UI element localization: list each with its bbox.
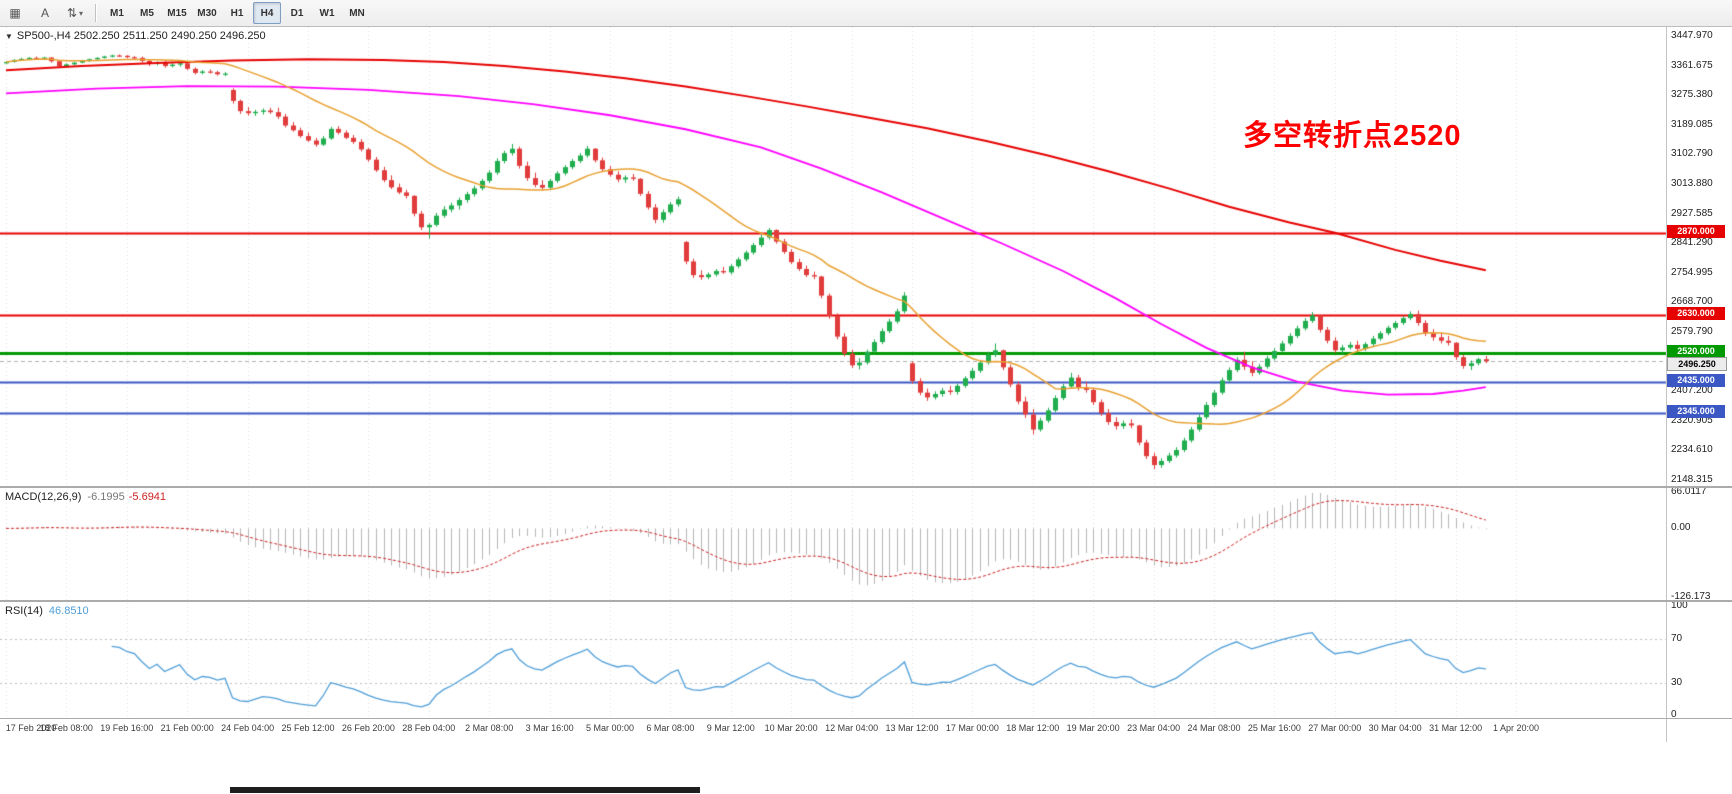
time-axis-label: 31 Mar 12:00 [1429, 723, 1483, 733]
time-axis-label: 17 Feb 2020 [5, 723, 57, 733]
level-price-tag: 2520.000 [1667, 345, 1725, 359]
price-axis-label: 3189.085 [1671, 118, 1713, 130]
level-price-tag: 2870.000 [1667, 225, 1725, 239]
time-axis-label: 9 Mar 12:00 [706, 723, 755, 733]
toolbar-separator [95, 4, 97, 22]
macd-header: MACD(12,26,9) -6.1995 -5.6941 [5, 491, 166, 503]
timeframe-button-w1[interactable]: W1 [319, 7, 335, 19]
price-axis-label: 3361.675 [1671, 59, 1713, 71]
macd-axis-label: 66.0117 [1671, 486, 1707, 497]
panel-separator-rsi[interactable] [0, 600, 1732, 602]
ohlc-values: 2502.250 2511.250 2490.250 2496.250 [73, 30, 266, 42]
rsi-value: 46.8510 [48, 605, 89, 617]
price-axis-label: 2148.315 [1671, 474, 1713, 485]
rsi-axis-label: 100 [1671, 600, 1688, 611]
chart-symbol-header: ▼ SP500-,H4 2502.250 2511.250 2490.250 24… [5, 30, 266, 42]
time-axis-label: 21 Feb 00:00 [160, 723, 214, 733]
time-axis-label: 30 Mar 04:00 [1368, 723, 1422, 733]
timeframe-button-h1[interactable]: H1 [230, 7, 244, 19]
macd-value-signal: -5.6941 [128, 491, 167, 503]
time-axis-label: 18 Feb 08:00 [39, 723, 93, 733]
time-axis-label: 25 Mar 16:00 [1247, 723, 1301, 733]
dropdown-caret-icon[interactable]: ▾ [79, 8, 84, 18]
timeframe-button-m15[interactable]: M15 [167, 7, 187, 19]
time-axis-label: 13 Mar 12:00 [885, 723, 939, 733]
time-axis-label: 24 Mar 08:00 [1187, 723, 1241, 733]
price-axis-label: 3447.970 [1671, 30, 1713, 41]
time-axis-label: 3 Mar 16:00 [525, 723, 574, 733]
price-axis-label: 2407.200 [1671, 385, 1713, 397]
timeframe-button-m1[interactable]: M1 [110, 7, 124, 19]
time-axis-label: 18 Mar 12:00 [1006, 723, 1060, 733]
bottom-window-edge [230, 787, 700, 793]
rsi-axis-label: 30 [1671, 677, 1683, 688]
time-axis-label: 24 Feb 04:00 [221, 723, 275, 733]
crosshair-tool-icon[interactable]: ⇅ ▾ [66, 6, 84, 20]
current-price-tag: 2496.250 [1667, 357, 1727, 372]
timeframe-toolbar: M1 M5 M15 M30 H1 H4 D1 W1 MN [102, 2, 372, 24]
time-axis-label: 23 Mar 04:00 [1127, 723, 1181, 733]
collapse-icon[interactable]: ▼ [5, 32, 13, 41]
macd-axis-label: -126.173 [1671, 591, 1711, 602]
rsi-header: RSI(14) 46.8510 [5, 605, 89, 617]
text-tool-icon[interactable]: A [40, 6, 49, 20]
timeframe-button-h4[interactable]: H4 [253, 2, 281, 24]
level-price-tag: 2630.000 [1667, 307, 1725, 321]
rsi-axis-label: 0 [1671, 709, 1677, 720]
panel-separator-macd[interactable] [0, 486, 1732, 488]
price-axis-label: 2579.790 [1671, 326, 1713, 337]
time-axis-label: 5 Mar 00:00 [585, 723, 635, 733]
rsi-label: RSI(14) [5, 605, 43, 617]
price-axis-border [1666, 26, 1667, 742]
time-axis-label: 27 Mar 00:00 [1308, 723, 1362, 733]
price-axis-label: 2927.585 [1671, 207, 1713, 219]
timeframe-button-d1[interactable]: D1 [290, 7, 304, 19]
price-axis-label: 2754.995 [1671, 266, 1713, 278]
price-axis-label: 2668.700 [1671, 296, 1713, 308]
price-axis-label: 3013.880 [1671, 178, 1713, 189]
time-axis-label: 10 Mar 20:00 [764, 723, 818, 733]
price-axis-label: 2841.290 [1671, 237, 1713, 249]
time-axis-label: 26 Feb 20:00 [341, 723, 395, 733]
time-axis-label: 19 Mar 20:00 [1066, 723, 1120, 733]
price-axis-label: 3275.380 [1671, 89, 1713, 101]
level-price-tag: 2345.000 [1667, 404, 1725, 418]
time-axis-label: 6 Mar 08:00 [646, 723, 695, 733]
macd-label: MACD(12,26,9) [5, 491, 82, 503]
price-axis-label: 2234.610 [1671, 444, 1713, 456]
timeframe-button-m5[interactable]: M5 [140, 7, 154, 19]
time-axis-label: 1 Apr 20:00 [1492, 723, 1540, 733]
symbol-title: SP500-,H4 [16, 30, 71, 42]
time-axis-label: 28 Feb 04:00 [402, 723, 456, 733]
time-axis-label: 25 Feb 12:00 [281, 723, 335, 733]
time-axis[interactable]: 17 Feb 2020 18 Feb 08:00 19 Feb 16:00 21 Fe… [0, 719, 1666, 742]
toolbar-icon-group: ▦ A ⇅ ▾ [0, 2, 90, 24]
time-axis-label: 19 Feb 16:00 [100, 723, 154, 733]
timeframe-button-m30[interactable]: M30 [197, 7, 217, 19]
rsi-axis-label: 70 [1671, 633, 1683, 644]
time-axis-label: 17 Mar 00:00 [945, 723, 999, 733]
price-axis-label: 3102.790 [1671, 148, 1713, 160]
time-axis-label: 2 Mar 08:00 [465, 723, 514, 733]
panel-separator-time [0, 718, 1732, 719]
timeframe-button-mn[interactable]: MN [349, 7, 365, 19]
chart-annotation-text: 多空转折点2520 [1243, 120, 1462, 152]
toolbar: ▦ A ⇅ ▾ M1 M5 M15 M30 H1 H4 D1 W1 MN [0, 0, 1732, 27]
macd-axis-zero-label: 0.00 [1671, 522, 1691, 534]
macd-value-main: -6.1995 [87, 491, 125, 503]
time-axis-label: 12 Mar 04:00 [825, 723, 879, 733]
price-axis-label: 2320.905 [1671, 414, 1713, 426]
level-price-tag: 2435.000 [1667, 374, 1725, 388]
chart-grid-icon[interactable]: ▦ [9, 6, 21, 20]
